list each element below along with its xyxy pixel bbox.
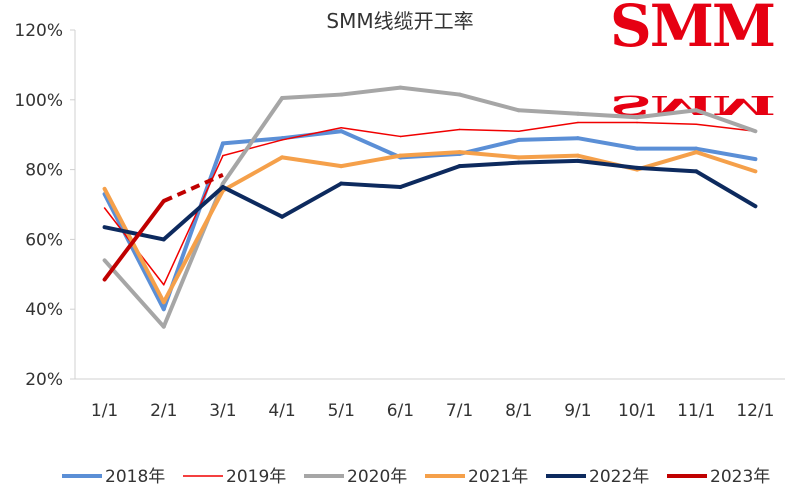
series-line-segment [636,121,697,125]
logo-reflection-fade [610,50,780,82]
series-line-segment [518,121,579,132]
chart-series-group [102,85,758,329]
x-tick-label: 9/1 [564,401,591,421]
series-line-segment [694,150,758,174]
series-line-segment [575,136,640,151]
x-tick-label: 2/1 [150,401,177,421]
series-line-segment [694,169,758,209]
y-tick-label: 40% [25,300,63,320]
series-line-segment [220,96,285,186]
series-line-segment [339,85,403,97]
legend-item: 2020年 [304,467,407,487]
series-line-segment [161,188,225,305]
x-tick-label: 5/1 [328,401,355,421]
legend-label: 2020年 [347,467,407,487]
series-line-segment [516,136,580,142]
x-tick-label: 7/1 [446,401,473,421]
series-line-segment [161,185,225,242]
series-line-segment [575,111,640,120]
legend-item: 2023年 [667,467,770,487]
series-line-segment [398,150,462,158]
series-line-segment [457,92,521,113]
series-line-segment [516,108,580,116]
legend-label: 2023年 [710,467,770,487]
series-2021年 [102,150,758,305]
series-line-segment [281,126,342,141]
series-line-segment [102,199,166,282]
series-line-segment [339,129,403,160]
series-line-segment [220,185,285,219]
y-tick-label: 100% [14,91,63,111]
series-line-segment [694,146,758,162]
series-line-segment [339,153,403,169]
series-line-segment [399,128,461,138]
x-tick-label: 11/1 [677,401,715,421]
series-line-segment [398,164,462,190]
series-2022年 [102,158,758,242]
series-line-segment [458,128,520,132]
series-line-segment [457,150,521,160]
x-tick-label: 8/1 [505,401,532,421]
series-line-segment [102,192,166,312]
legend-label: 2021年 [468,467,528,487]
series-line-segment [280,92,344,101]
series-line-segment [280,129,344,141]
y-tick-label: 80% [25,161,63,181]
legend-item: 2021年 [425,467,528,487]
series-line-segment [280,155,344,169]
x-tick-label: 10/1 [618,401,656,421]
y-tick-label: 120% [14,21,63,41]
x-tick-label: 6/1 [387,401,414,421]
legend-item: 2018年 [62,467,165,487]
series-line-segment [457,160,521,169]
y-tick-label: 60% [25,230,63,250]
x-tick-label: 1/1 [91,401,118,421]
legend-item: 2019年 [183,467,286,487]
legend-label: 2018年 [105,467,165,487]
series-2019年 [103,121,757,286]
series-line-segment [220,155,285,193]
chart-title: SMM线缆开工率 [326,9,473,33]
legend-label: 2022年 [589,467,649,487]
series-line-segment [516,153,580,160]
series-line-segment [102,186,166,305]
x-tick-label: 4/1 [268,401,295,421]
series-line-segment [162,173,224,203]
series-line-segment [695,123,757,132]
series-2023年 [102,173,224,282]
series-line-segment [163,154,224,286]
series-line-segment [280,181,344,219]
series-line-segment [340,126,402,138]
series-line-segment [575,158,640,170]
y-tick-label: 20% [25,370,63,390]
series-line-segment [339,181,403,190]
series-2018年 [102,129,758,312]
smm-logo: SMM SMM [610,0,780,120]
x-tick-label: 12/1 [736,401,774,421]
chart-axes: 20% 40% 60% 80% 100% 120% 1/1 2/1 3/1 4/1 5/1 6/1 7/… [14,21,785,421]
series-line-segment [635,108,699,120]
series-line-segment [102,258,166,329]
legend-label: 2019年 [226,467,286,487]
series-line-segment [694,108,758,134]
legend-item: 2022年 [546,467,649,487]
series-line-segment [635,165,699,174]
series-line-segment [516,158,580,165]
series-line-segment [102,225,166,242]
series-line-segment [222,139,283,157]
series-line-segment [398,85,462,97]
chart-legend: 2018年 2019年 2020年 2021年 2022年 2023年 [62,467,770,487]
x-tick-label: 3/1 [209,401,236,421]
